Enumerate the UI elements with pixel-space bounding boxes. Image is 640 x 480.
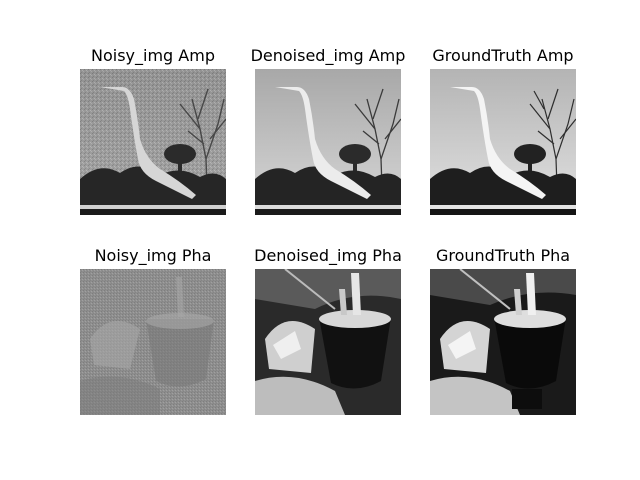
groundtruth-pha-image [430, 269, 576, 415]
panel-title-groundtruth-pha: GroundTruth Pha [435, 246, 571, 265]
noisy-pha-image [80, 269, 226, 415]
panel-title-denoised-pha: Denoised_img Pha [254, 246, 402, 265]
panel-title-noisy-amp: Noisy_img Amp [91, 46, 215, 65]
panel-title-noisy-pha: Noisy_img Pha [94, 246, 212, 265]
panel-title-denoised-amp: Denoised_img Amp [250, 46, 406, 65]
denoised-amp-image [255, 69, 401, 215]
groundtruth-amp-image [430, 69, 576, 215]
panel-title-groundtruth-amp: GroundTruth Amp [432, 46, 574, 65]
noisy-amp-image [80, 69, 226, 215]
denoised-pha-image [255, 269, 401, 415]
